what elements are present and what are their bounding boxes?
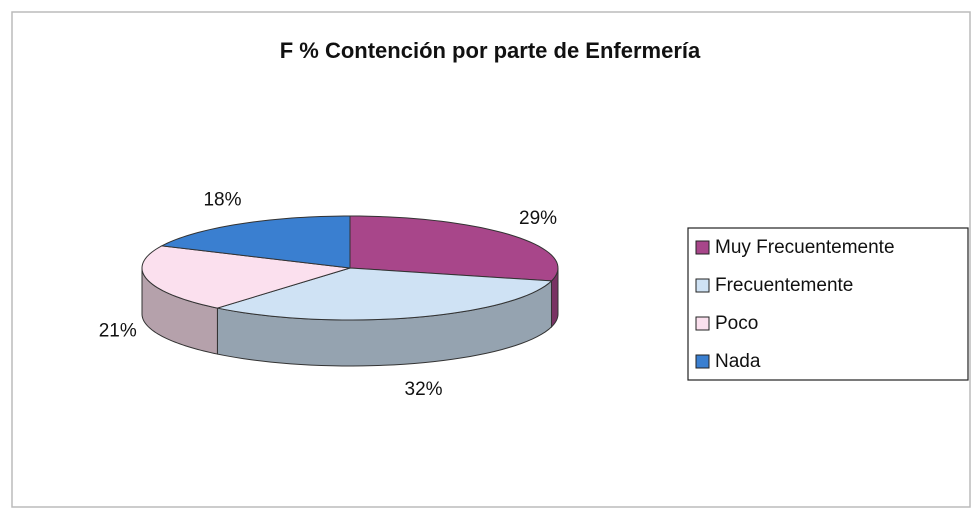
legend-swatch <box>695 354 710 369</box>
data-label: 18% <box>203 189 241 210</box>
data-label: 21% <box>99 320 137 341</box>
legend-label: Frecuentemente <box>715 275 853 296</box>
legend-label: Poco <box>715 313 758 334</box>
legend-swatch <box>695 240 710 255</box>
slice <box>160 215 351 269</box>
legend-box <box>687 227 969 381</box>
chart-title: F % Contención por parte de Enfermería <box>280 38 701 63</box>
data-label: 29% <box>519 208 557 229</box>
legend-swatch <box>695 278 710 293</box>
legend-label: Nada <box>715 351 761 372</box>
data-label: 32% <box>405 379 443 400</box>
legend-label: Muy Frecuentemente <box>715 237 895 258</box>
slice <box>141 245 351 309</box>
slice <box>217 267 553 321</box>
slice <box>349 215 559 282</box>
legend-swatch <box>695 316 710 331</box>
